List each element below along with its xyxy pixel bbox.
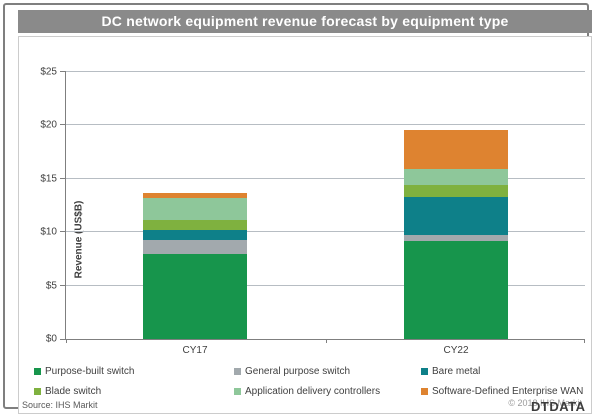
x-axis-category-label: CY17 bbox=[182, 345, 208, 356]
legend-label: Software-Defined Enterprise WAN bbox=[432, 385, 584, 397]
bar-segment bbox=[143, 239, 247, 254]
bar-segment bbox=[404, 169, 508, 186]
x-axis-category-label: CY22 bbox=[443, 345, 469, 356]
chart-title: DC network equipment revenue forecast by… bbox=[18, 10, 592, 33]
legend-item: Blade switch bbox=[34, 386, 234, 397]
legend-item: General purpose switch bbox=[234, 366, 421, 377]
legend-label: General purpose switch bbox=[245, 365, 351, 377]
legend-marker bbox=[421, 367, 428, 375]
legend-marker bbox=[34, 387, 41, 395]
legend-marker bbox=[421, 387, 428, 395]
gridline bbox=[66, 71, 585, 72]
legend-item: Bare metal bbox=[421, 366, 583, 377]
gridline bbox=[66, 177, 585, 179]
chart-frame: DC network equipment revenue forecast by… bbox=[3, 3, 592, 414]
legend-item: Software-Defined Enterprise WAN bbox=[421, 386, 583, 397]
source-note: Source: IHS Markit bbox=[22, 400, 98, 410]
stacked-bar-cy17 bbox=[143, 192, 247, 339]
y-axis-tick-label: $25 bbox=[40, 66, 57, 78]
bar-segment bbox=[404, 129, 508, 170]
y-axis-tick bbox=[60, 339, 66, 340]
y-axis-tick bbox=[60, 231, 66, 233]
legend-label: Purpose-built switch bbox=[45, 365, 135, 377]
legend-label: Bare metal bbox=[432, 365, 481, 377]
legend-label: Application delivery controllers bbox=[245, 385, 381, 397]
legend-marker bbox=[34, 367, 41, 375]
stacked-bar-cy22 bbox=[404, 129, 508, 339]
y-axis-tick-label: $10 bbox=[40, 226, 57, 238]
gridline bbox=[66, 231, 585, 233]
legend-label: Blade switch bbox=[45, 385, 102, 397]
y-axis-title: Revenue (US$B) bbox=[73, 200, 85, 279]
watermark: DTDATA bbox=[531, 399, 586, 414]
x-axis-tick bbox=[66, 339, 67, 343]
bar-segment bbox=[143, 253, 247, 339]
x-axis-tick bbox=[584, 339, 585, 343]
gridline bbox=[66, 284, 585, 286]
legend-marker bbox=[234, 367, 241, 375]
bar-segment bbox=[404, 235, 508, 241]
x-axis-tick bbox=[326, 339, 327, 343]
legend-item: Application delivery controllers bbox=[234, 386, 421, 397]
legend-marker bbox=[234, 387, 241, 395]
y-axis-tick-label: $20 bbox=[40, 119, 57, 131]
bar-segment bbox=[143, 230, 247, 240]
bar-segment bbox=[404, 196, 508, 236]
bar-segment bbox=[143, 220, 247, 231]
y-axis-tick-label: $0 bbox=[45, 333, 57, 345]
legend-item: Purpose-built switch bbox=[34, 366, 234, 377]
y-axis-tick bbox=[60, 71, 66, 72]
copyright-note: © 2018 IHS Markit bbox=[508, 398, 582, 408]
y-axis-tick bbox=[60, 124, 66, 126]
chart-panel: Revenue (US$B) $0 $5 $10 $15 $20 $25 CY17 CY22 … bbox=[18, 36, 592, 414]
bar-segment bbox=[404, 185, 508, 197]
plot-area: Revenue (US$B) $0 $5 $10 $15 $20 $25 CY17 CY22 bbox=[40, 67, 585, 356]
bar-segment bbox=[143, 198, 247, 221]
y-axis-tick-label: $15 bbox=[40, 173, 57, 185]
y-axis-tick-label: $5 bbox=[45, 280, 57, 292]
bar-segment bbox=[404, 240, 508, 339]
y-axis-tick bbox=[60, 284, 66, 286]
bar-segment bbox=[143, 192, 247, 199]
legend: Purpose-built switch General purpose swit… bbox=[34, 361, 583, 401]
y-axis-tick bbox=[60, 177, 66, 179]
gridline bbox=[66, 124, 585, 126]
